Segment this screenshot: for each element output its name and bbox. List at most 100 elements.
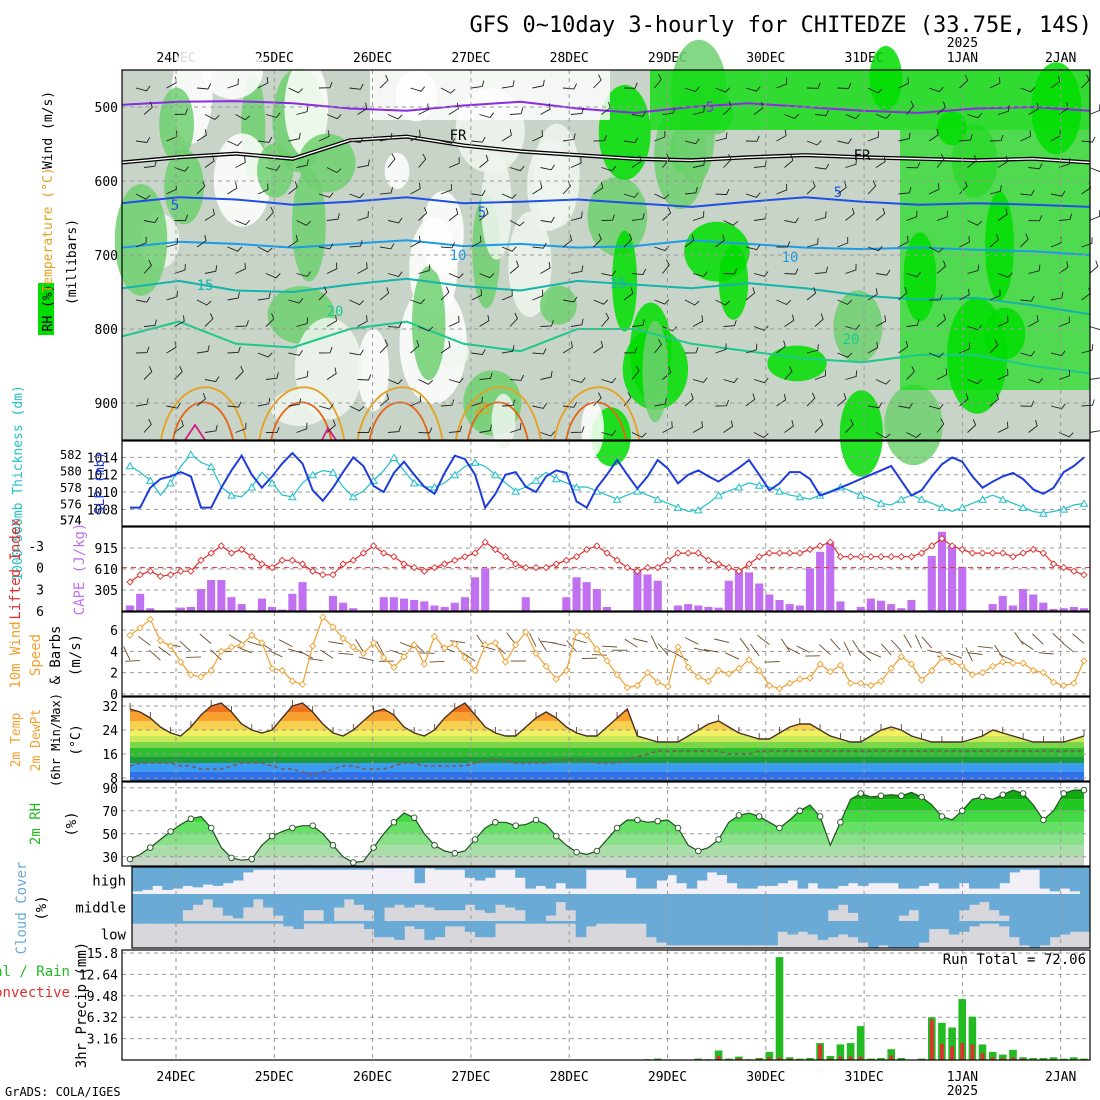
rh-marker [268,832,276,840]
cape-bar [430,605,439,611]
wind-speed-marker [1019,659,1027,667]
wind-barb [1089,210,1100,221]
rh-marker [187,815,195,823]
cloud-cell-middle [969,894,980,905]
wind-speed-marker [989,662,997,670]
cloud-cell-middle [424,894,435,908]
cloud-cell-high [969,867,980,889]
panel-cloud-frame [131,866,1091,949]
thickness-marker [1018,503,1028,511]
cloud-cell-low [636,921,647,924]
wind-barb [196,392,206,407]
cape-bar [278,609,287,611]
cape-bar [866,598,875,611]
wind-barb [540,164,555,171]
wind-barb [166,237,179,248]
wind-barb [349,83,364,90]
wind-speed-marker [177,658,185,666]
wind-barb [379,74,389,89]
wind-barb [936,368,948,380]
wind-barb [296,317,309,327]
wind-barb [959,288,970,301]
surface-wind-barb [186,656,202,658]
wind-speed-marker [268,664,276,673]
wind-barb [440,184,452,195]
cloud-cell-low [1059,921,1071,935]
wind-speed-marker [948,658,956,666]
wind-barb [196,180,206,195]
wind-barb [479,424,492,433]
surface-wind-barb [786,646,801,655]
rh-marker [796,807,804,815]
wind-barb [379,393,390,407]
cloud-cell-middle [1019,894,1030,921]
cloud-cell-middle [242,894,254,908]
wind-speed-marker [227,643,236,651]
wind-barb [379,133,393,142]
isotherm-label: 10 [782,250,799,266]
lifted-index-marker [136,571,144,579]
lifted-index-marker [481,538,489,546]
wind-barb [715,343,727,354]
cloud-cell-high [212,867,224,886]
cape-bar [887,604,896,611]
cape-bar [927,555,936,611]
cloud-cell-low [505,921,516,924]
cloud-cell-middle [464,894,476,905]
surface-wind-barb [1020,640,1034,650]
precip-convective-bar [848,1056,853,1060]
wind-barb [135,85,151,92]
wind-barb [867,180,877,195]
wind-barb [143,217,159,224]
surface-wind-barb [714,638,729,643]
cloud-cell-middle [848,894,859,913]
wind-speed-marker [1060,681,1068,690]
cloud-cell-middle [737,894,748,921]
cloud-cell-middle [757,894,768,921]
wind-barb [1020,130,1031,142]
precip-tick-label: 12.64 [79,968,118,983]
cloud-cell-low [253,921,264,924]
lifted-index-marker [694,549,702,557]
cloud-cell-low [757,921,768,946]
cloud-cell-low [525,921,536,924]
wind-barb [235,156,246,168]
wind-barb [532,79,545,89]
cloud-cell-high [636,867,647,889]
rh-marker [492,819,499,826]
ylabel-cloud: Cloud Cover [14,862,30,955]
cloud-cell-middle [908,894,920,911]
temp-band [130,736,1084,742]
wind-barb [936,101,946,115]
surface-wind-barb [881,643,892,656]
surface-wind-barb [307,658,323,662]
lifted-index-marker [613,556,621,564]
rh-patch [767,345,827,382]
rh-marker [1060,790,1067,797]
wind-barb [418,153,427,168]
cloud-cell-middle [797,894,809,921]
cloud-cell-low [827,921,839,938]
precip-convective-bar [940,1043,944,1060]
surface-wind-barb [977,645,993,649]
thickness-marker [673,503,683,511]
wind-barb [227,292,240,301]
wind-barb [418,427,433,434]
wind-barb [509,423,522,433]
rh-patch [292,168,326,282]
wind-barb [448,377,464,384]
wind-barb [166,341,177,354]
cloud-cell-high [827,867,839,889]
cloud-cell-middle [696,894,708,921]
wind-barb [349,405,365,412]
cloud-cell-middle [222,894,234,916]
surface-wind-barb [158,646,171,656]
lifted-index-marker [501,553,510,561]
wind-barb [753,102,764,115]
wind-barb [745,287,756,301]
cloud-cell-middle [232,894,244,919]
ylabel-wind10-line1: 10m Wind [8,621,24,688]
cloud-cell-low [394,921,405,940]
wind-barb [1020,189,1035,196]
wind-speed-marker [298,680,307,689]
